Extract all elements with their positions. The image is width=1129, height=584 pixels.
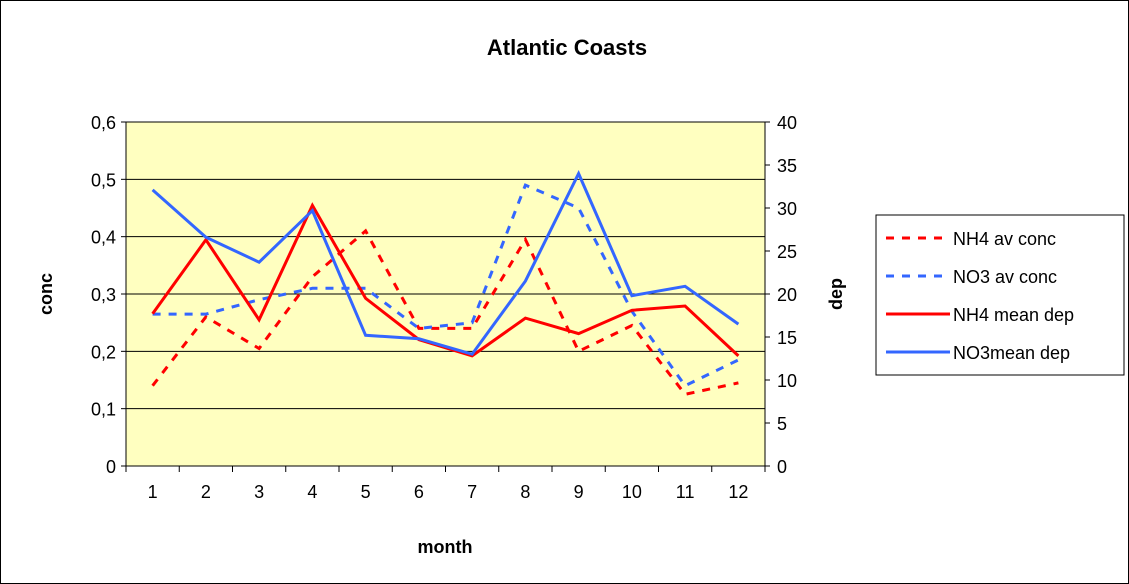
y-left-tick-label: 0,2 [91,342,116,362]
chart-title: Atlantic Coasts [487,35,647,60]
y-right-tick-label: 35 [777,156,797,176]
legend-label: NH4 av conc [953,229,1056,249]
y-right-tick-label: 40 [777,113,797,133]
x-tick-label: 3 [254,482,264,502]
x-tick-label: 2 [201,482,211,502]
x-tick-label: 8 [520,482,530,502]
y-right-tick-label: 5 [777,414,787,434]
legend-items: NH4 av conc NO3 av conc NH4 mean dep NO3mea… [886,229,1074,363]
y-right-tick-label: 25 [777,242,797,262]
y-axis-left-label: conc [36,273,56,315]
y-left-tick-label: 0 [106,457,116,477]
y-right-tick-label: 15 [777,328,797,348]
legend-label: NO3 av conc [953,267,1057,287]
gridlines [126,121,765,410]
x-tick-label: 7 [467,482,477,502]
x-tick-label: 12 [728,482,748,502]
y-axis-right-label: dep [826,278,846,310]
y-left-tick-label: 0,6 [91,113,116,133]
y-left-tick-label: 0,5 [91,170,116,190]
y-left-tick-label: 0,4 [91,228,116,248]
y-left-tick-label: 0,3 [91,285,116,305]
y-right-tick-label: 0 [777,457,787,477]
series-line [152,183,740,388]
series-line [151,228,739,396]
x-tick-label: 5 [361,482,371,502]
x-axis-label: month [418,537,473,557]
y-axis-right-ticks: 0 5 10 15 20 25 30 35 40 [765,113,797,477]
series-nh4-av-conc [151,228,739,396]
x-axis-ticks: 1 2 3 4 5 6 7 8 9 10 11 12 [125,466,766,502]
x-tick-label: 6 [414,482,424,502]
x-tick-label: 9 [574,482,584,502]
x-tick-label: 10 [622,482,642,502]
legend-label: NO3mean dep [953,343,1070,363]
y-right-tick-label: 10 [777,371,797,391]
series-no3-av-conc [152,183,740,388]
x-tick-label: 1 [148,482,158,502]
y-axis-left-ticks: 0 0,1 0,2 0,3 0,4 0,5 0,6 [91,113,126,477]
y-right-tick-label: 30 [777,199,797,219]
legend-box [875,214,1125,376]
y-right-tick-label: 20 [777,285,797,305]
x-tick-label: 4 [307,482,317,502]
legend: NH4 av conc NO3 av conc NH4 mean dep NO3mea… [875,214,1125,376]
legend-label: NH4 mean dep [953,305,1074,325]
series-no3mean-dep [151,170,740,356]
series-layer [151,170,740,396]
y-left-tick-label: 0,1 [91,400,116,420]
x-tick-label: 11 [676,482,695,502]
series-line [151,170,740,356]
